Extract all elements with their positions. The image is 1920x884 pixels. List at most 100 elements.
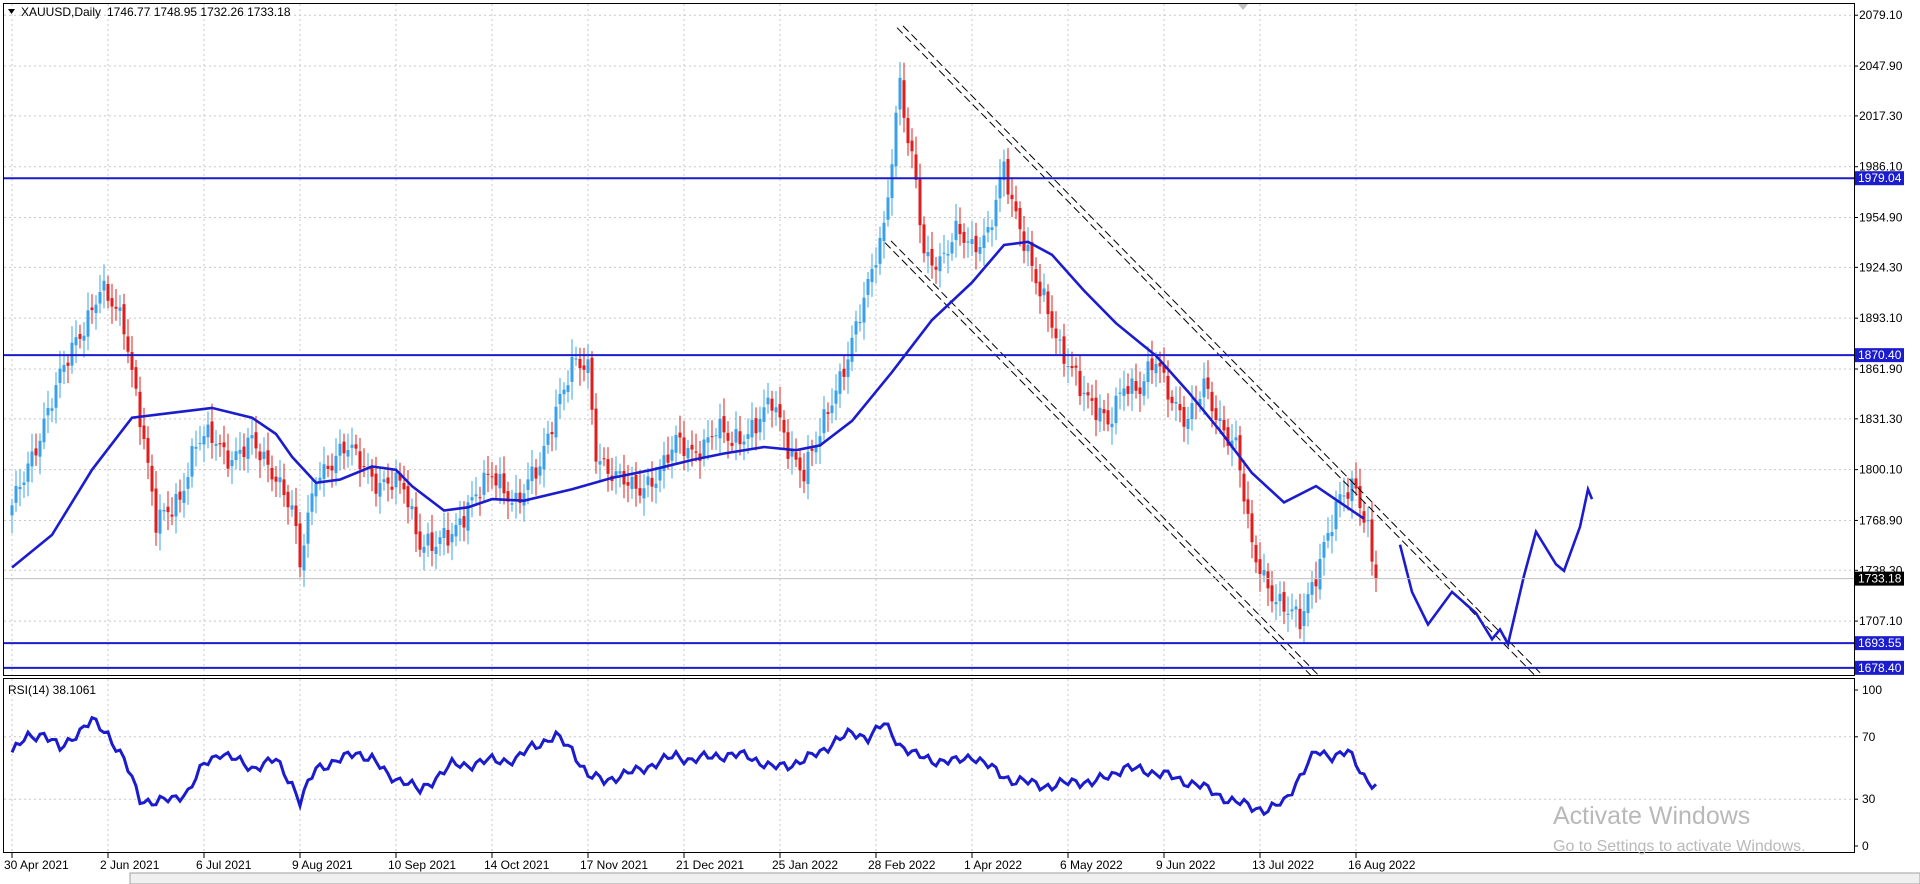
candle-body [1134, 380, 1138, 391]
candle-body [270, 467, 274, 480]
candle-body [478, 497, 482, 499]
candle-body [506, 491, 510, 502]
price-axis: 2079.10 2047.90 2017.30 1986.10 1954.90 1924.… [1854, 8, 1903, 628]
candle-body [86, 310, 90, 337]
time-tick-label: 6 Jul 2021 [196, 858, 252, 872]
candle-body [218, 443, 222, 445]
candle-body [834, 390, 838, 404]
time-axis: 30 Apr 2021 2 Jun 2021 6 Jul 2021 9 Aug 202… [4, 853, 1416, 872]
candle-body [466, 502, 470, 531]
candle-body [410, 506, 414, 510]
candle-body [906, 117, 910, 144]
candle-body [874, 265, 878, 268]
candle-body [630, 476, 634, 489]
candle-body [158, 509, 162, 534]
candle-body [1338, 494, 1342, 502]
candle-body [546, 433, 550, 445]
time-tick-label: 25 Jan 2022 [772, 858, 838, 872]
candle-body [770, 398, 774, 411]
candle-body [890, 164, 894, 199]
candle-body [1122, 388, 1126, 396]
level-price-tag-label: 1693.55 [1858, 636, 1902, 650]
candle-body [1246, 499, 1250, 514]
candle-body [1346, 492, 1350, 499]
candle-body [486, 473, 490, 475]
rsi-tick-label: 30 [1862, 792, 1876, 806]
candle-body [1294, 606, 1298, 610]
candle-body [1214, 408, 1218, 420]
candle-body [1354, 478, 1358, 489]
candle-body [1154, 363, 1158, 374]
candle-body [1038, 281, 1042, 297]
candle-body [166, 506, 170, 513]
candle-body [798, 457, 802, 471]
level-price-tag [1855, 636, 1904, 651]
candle-body [598, 461, 602, 465]
descending-channel[interactable] [884, 25, 1543, 678]
candle-body [454, 524, 458, 537]
candle-body [494, 473, 498, 486]
rsi-tick-label: 70 [1862, 730, 1876, 744]
price-tick-label: 1768.90 [1859, 513, 1903, 527]
candle-body [574, 358, 578, 360]
candle-body [1010, 194, 1014, 200]
candle-body [902, 80, 906, 118]
candle-body [154, 488, 158, 533]
time-tick-label: 9 Jun 2022 [1156, 858, 1216, 872]
candle-body [922, 224, 926, 254]
candle-body [242, 446, 246, 458]
main-pane-frame [3, 3, 1855, 676]
horizontal-levels[interactable] [4, 177, 1854, 669]
ohlc-values: 1746.77 1748.95 1732.26 1733.18 [107, 5, 291, 19]
candle-body [558, 393, 562, 405]
candle-body [442, 528, 446, 538]
candle-body [934, 266, 938, 270]
candle-body [1070, 365, 1074, 369]
candle-body [626, 482, 630, 486]
candle-body [658, 468, 662, 481]
candle-body [970, 239, 974, 244]
candle-body [22, 482, 26, 485]
candle-body [206, 424, 210, 438]
main-grid [4, 4, 1854, 675]
candle-body [1254, 544, 1258, 563]
candle-body [1026, 244, 1030, 252]
candle-body [402, 482, 406, 490]
candle-body [982, 235, 986, 249]
candle-body [886, 197, 890, 220]
candle-body [958, 224, 962, 235]
candle-body [458, 518, 462, 525]
candle-body [266, 450, 270, 465]
chart-menu-triangle-icon[interactable] [8, 9, 15, 14]
candle-body [678, 432, 682, 438]
horizontal-scrollbar[interactable] [129, 872, 1920, 884]
channel-line [896, 27, 1536, 675]
candle-body [1094, 397, 1098, 421]
candle-body [654, 483, 658, 488]
candle-body [1174, 401, 1178, 404]
price-tick-label: 2017.30 [1859, 109, 1903, 123]
candle-body [334, 456, 338, 474]
watermark-subtitle: Go to Settings to activate Windows. [1553, 838, 1806, 855]
time-tick-label: 16 Aug 2022 [1348, 858, 1416, 872]
candle-body [842, 368, 846, 377]
candle-body [946, 253, 950, 256]
candle-body [198, 443, 202, 445]
price-tick-label: 2079.10 [1859, 8, 1903, 22]
last-price-tag-label: 1733.18 [1858, 572, 1902, 586]
candle-body [262, 451, 266, 459]
forecast-drawing[interactable] [1398, 484, 1594, 648]
candle-body [670, 449, 674, 461]
candle-body [370, 468, 374, 477]
shift-marker-icon[interactable] [1238, 4, 1248, 10]
candle-body [1234, 437, 1238, 441]
candle-body [58, 368, 62, 384]
candle-body [42, 418, 46, 443]
candle-body [594, 408, 598, 462]
candle-body [726, 432, 730, 441]
candle-body [66, 362, 70, 366]
candle-body [1146, 361, 1150, 383]
candle-body [238, 449, 242, 454]
candle-body [178, 491, 182, 500]
